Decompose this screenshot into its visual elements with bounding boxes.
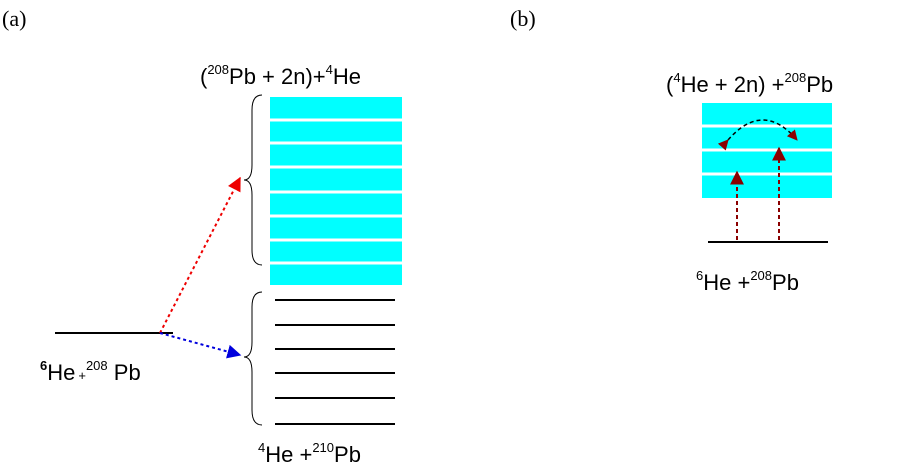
- text-part: Pb: [806, 72, 833, 97]
- continuum-label: (4He + 2n) +208Pb: [666, 70, 833, 97]
- superscript: 210: [312, 440, 334, 455]
- band-gaps: [270, 118, 402, 265]
- text-part: (: [666, 72, 674, 97]
- ground-label: 6He +208 Pb: [40, 358, 141, 385]
- superscript: 208: [86, 358, 108, 373]
- arrow: [159, 176, 241, 334]
- superscript: 208: [785, 70, 807, 85]
- panel-label: (b): [510, 6, 536, 31]
- text-part: He + 2n) +: [681, 72, 785, 97]
- panel-label: (a): [2, 6, 26, 31]
- text-part: He: [333, 64, 361, 89]
- superscript: 208: [750, 268, 772, 283]
- ground-label: 6He +208Pb: [696, 268, 799, 295]
- superscript: 4: [326, 62, 333, 77]
- text-part: +: [78, 368, 86, 383]
- superscript: 4: [673, 70, 680, 85]
- continuum-bands: [702, 103, 832, 198]
- bound-label: 4He +210Pb: [258, 440, 361, 467]
- superscript: 6: [40, 358, 47, 373]
- continuum-bands: [270, 97, 402, 285]
- text-part: He +: [265, 442, 312, 467]
- superscript: 208: [207, 62, 229, 77]
- text-part: Pb: [772, 270, 799, 295]
- text-part: (: [200, 64, 208, 89]
- text-part: Pb + 2n)+: [229, 64, 326, 89]
- superscript: 4: [258, 440, 265, 455]
- transition-arc: [717, 119, 798, 151]
- text-part: Pb: [334, 442, 361, 467]
- text-part: Pb: [108, 360, 141, 385]
- continuum-label: (208Pb + 2n)+4He: [200, 62, 361, 89]
- superscript: 6: [696, 268, 703, 283]
- brace: [243, 94, 263, 266]
- text-part: He +: [703, 270, 750, 295]
- brace: [243, 291, 263, 426]
- text-part: He: [47, 360, 75, 385]
- arrow: [159, 332, 242, 359]
- bound-levels: [275, 299, 395, 425]
